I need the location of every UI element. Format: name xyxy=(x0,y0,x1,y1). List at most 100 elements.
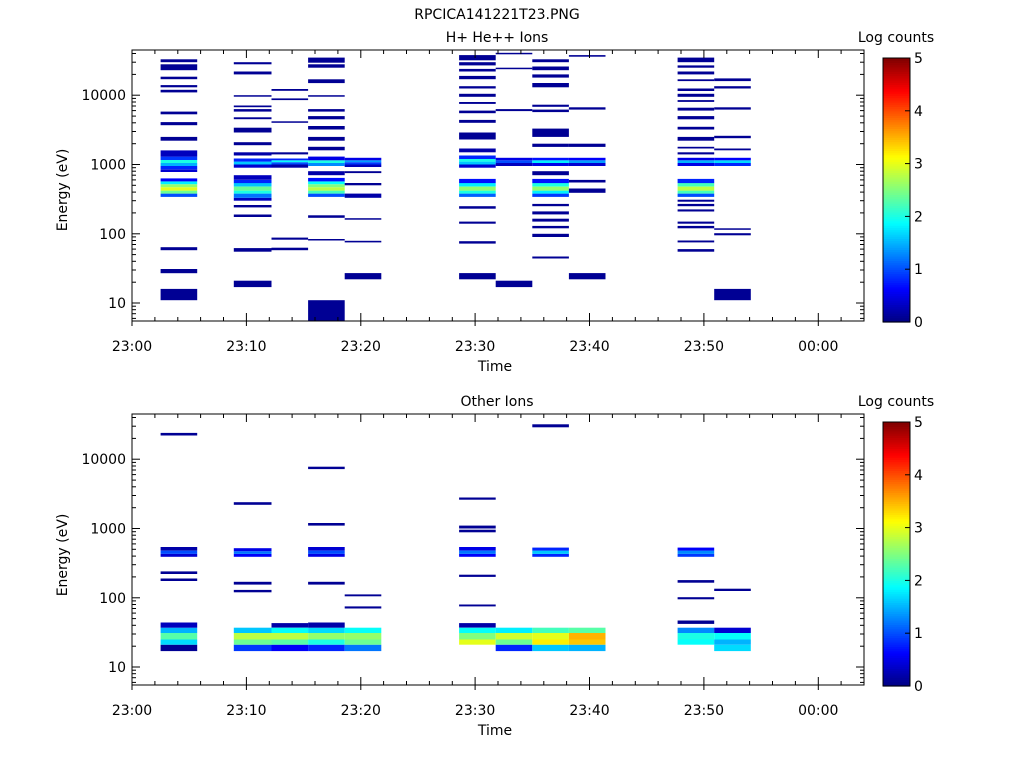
colorbar-segment xyxy=(883,587,910,590)
colorbar-segment xyxy=(883,576,910,579)
heatmap-cell xyxy=(459,525,496,529)
axes xyxy=(131,413,865,690)
heatmap-cell xyxy=(344,218,382,220)
colorbar-segment xyxy=(883,604,910,608)
heatmap-cell xyxy=(308,156,345,161)
heatmap-cell xyxy=(495,109,533,112)
heatmap-cell xyxy=(714,160,751,163)
heatmap-cell xyxy=(344,183,382,186)
heatmap-cell xyxy=(160,550,198,554)
colorbar-segment xyxy=(883,139,910,143)
heatmap-cell xyxy=(677,203,715,207)
colorbar-segment xyxy=(883,75,910,79)
colorbar-tick-label: 4 xyxy=(914,104,923,120)
heatmap-cell xyxy=(459,574,496,577)
heatmap-cell xyxy=(459,93,496,97)
heatmap-cell xyxy=(160,190,198,194)
heatmap-cell xyxy=(160,178,198,182)
heatmap-cell xyxy=(532,178,569,184)
heatmap-cell xyxy=(344,160,382,163)
heatmap-cells xyxy=(160,424,751,652)
heatmap-cell xyxy=(308,116,345,120)
colorbar-segment xyxy=(883,466,910,469)
heatmap-cell xyxy=(160,181,198,185)
heatmap-cell xyxy=(677,152,715,155)
colorbar-segment xyxy=(883,655,910,658)
colorbar-segment xyxy=(883,617,910,621)
x-tick-label: 00:00 xyxy=(798,703,838,719)
colorbar-segment xyxy=(883,181,910,184)
colorbar-segment xyxy=(883,207,910,211)
colorbar-segment xyxy=(883,240,910,244)
heatmap-cell xyxy=(677,157,715,161)
heatmap-cell xyxy=(568,633,606,640)
colorbar-segment xyxy=(883,110,910,114)
colorbar-segment xyxy=(883,646,910,650)
colorbar-segment xyxy=(883,642,910,645)
heatmap-cell xyxy=(677,79,715,82)
y-tick-label: 100 xyxy=(99,227,126,243)
colorbar-segment xyxy=(883,161,910,165)
heatmap-cell xyxy=(233,633,272,640)
x-tick-label: 23:30 xyxy=(455,703,495,719)
heatmap-cell xyxy=(568,273,606,280)
heatmap-cell xyxy=(677,126,715,130)
colorbar-segment xyxy=(883,249,910,253)
colorbar-segment xyxy=(883,606,910,610)
colorbar-segment xyxy=(883,450,910,454)
heatmap-cell xyxy=(532,218,569,222)
colorbar-segment xyxy=(883,84,910,88)
heatmap-cell xyxy=(459,183,496,187)
colorbar-segment xyxy=(883,448,910,452)
heatmap-cell xyxy=(459,119,496,123)
heatmap-cell xyxy=(532,627,569,633)
colorbar-segment xyxy=(883,459,910,463)
heatmap-cell xyxy=(160,633,198,640)
heatmap-cell xyxy=(532,160,569,163)
colorbar-segment xyxy=(883,313,910,316)
heatmap-cell xyxy=(308,160,345,163)
heatmap-cell xyxy=(532,109,569,113)
heatmap-cell xyxy=(271,152,309,155)
colorbar-segment xyxy=(883,183,910,187)
heatmap-cell xyxy=(233,205,272,208)
colorbar-segment xyxy=(883,106,910,110)
colorbar-segment xyxy=(883,267,910,270)
colorbar-segment xyxy=(883,187,910,191)
colorbar-segment xyxy=(883,650,910,654)
heatmap-cell xyxy=(160,89,198,93)
heatmap-cell xyxy=(714,288,751,301)
heatmap-cell xyxy=(308,627,345,633)
heatmap-cell xyxy=(308,190,345,194)
colorbar-segment xyxy=(883,194,910,198)
heatmap-cell xyxy=(532,203,569,207)
colorbar-segment xyxy=(883,479,910,482)
heatmap-cell xyxy=(344,164,382,167)
x-tick-label: 23:50 xyxy=(684,339,724,355)
heatmap-cell xyxy=(459,178,496,184)
colorbar-segment xyxy=(883,470,910,474)
heatmap-cell xyxy=(459,110,496,114)
heatmap-cell xyxy=(568,179,606,183)
heatmap-cell xyxy=(459,75,496,80)
colorbar-tick-label: 0 xyxy=(914,315,923,331)
colorbar-segment xyxy=(883,71,910,74)
colorbar-segment xyxy=(883,262,910,266)
colorbar-segment xyxy=(883,308,910,312)
colorbar-segment xyxy=(883,289,910,292)
colorbar-segment xyxy=(883,212,910,215)
colorbar-segment xyxy=(883,179,910,182)
colorbar-segment xyxy=(883,635,910,639)
heatmap-cell xyxy=(714,148,751,151)
heatmap-cell xyxy=(568,163,606,166)
heatmap-cell xyxy=(568,160,606,163)
heatmap-cell xyxy=(677,71,715,75)
heatmap-cell xyxy=(459,155,496,159)
y-tick-label: 10 xyxy=(108,296,126,312)
colorbar-segment xyxy=(883,165,910,169)
colorbar-segment xyxy=(883,565,910,568)
colorbar-segment xyxy=(883,560,910,564)
colorbar-segment xyxy=(883,626,910,630)
x-axis-label: Time xyxy=(477,723,512,739)
colorbar-tick-label: 5 xyxy=(914,51,923,67)
